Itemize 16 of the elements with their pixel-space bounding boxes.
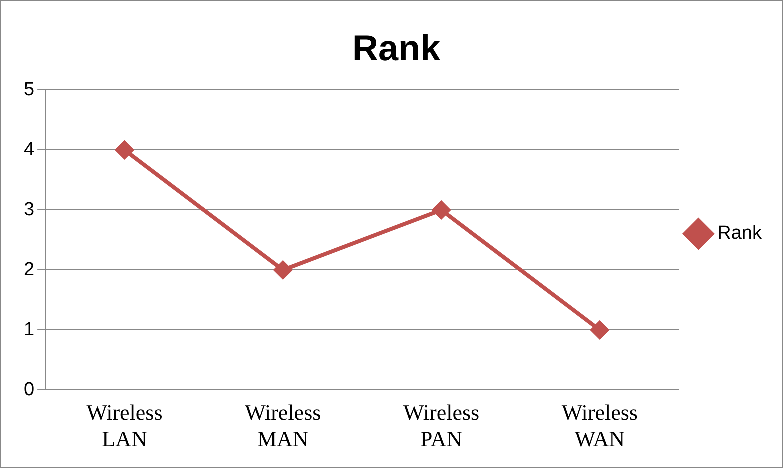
chart-title: Rank [352, 28, 442, 69]
x-tick-label: Wireless MAN [245, 400, 322, 452]
y-tick-label: 1 [24, 319, 35, 340]
point [116, 141, 134, 160]
x-tick-label: Wireless LAN [86, 400, 163, 452]
point [590, 321, 609, 340]
x-tick-label: Wireless PAN [404, 400, 480, 452]
y-tick-label: 0 [24, 379, 35, 400]
point [432, 201, 451, 220]
legend-label: Rank [718, 223, 762, 244]
y-tick-label: 4 [24, 139, 35, 160]
point [274, 261, 292, 280]
y-tick-label: 5 [24, 79, 35, 100]
x-tick-label: Wireless WAN [562, 400, 638, 452]
y-tick-label: 2 [24, 259, 35, 280]
y-tick-label: 3 [24, 199, 35, 220]
